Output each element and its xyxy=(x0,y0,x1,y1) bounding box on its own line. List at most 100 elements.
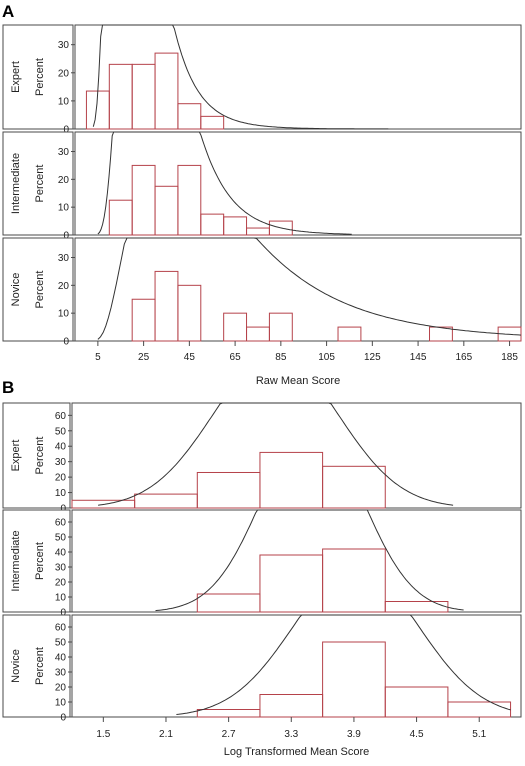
histogram-bar xyxy=(177,103,202,130)
y-tick-label: 50 xyxy=(55,638,67,649)
y-axis-label: Percent xyxy=(34,542,46,580)
x-tick-label: 105 xyxy=(318,352,335,363)
panel-a-label: A xyxy=(2,2,14,21)
panel-b-chart: Expert Percent 0 10 20 30 40 50 60 Intermediate Pe… xyxy=(2,402,522,758)
y-tick-label: 40 xyxy=(55,653,67,664)
histogram-bar xyxy=(154,185,179,236)
strip-box xyxy=(2,237,74,342)
histogram-bar xyxy=(246,326,270,342)
strip-label: Intermediate xyxy=(10,153,22,214)
histogram-bar xyxy=(384,686,449,718)
density-curve xyxy=(97,237,522,340)
histogram-bar xyxy=(322,465,386,509)
histogram-bar xyxy=(259,694,324,718)
x-tick-label: 125 xyxy=(364,352,381,363)
plot-frame xyxy=(74,237,522,342)
strip-label: Expert xyxy=(10,61,22,93)
x-tick-label: 45 xyxy=(184,352,196,363)
x-tick-label: 3.9 xyxy=(347,729,361,740)
x-tick-label: 25 xyxy=(138,352,150,363)
y-tick-label: 50 xyxy=(55,533,67,544)
plot-frame xyxy=(71,509,522,613)
histogram-bar xyxy=(177,284,202,342)
strip-box xyxy=(2,402,71,509)
y-tick-label: 20 xyxy=(58,68,70,79)
subplot-novice: Novice Percent 0 10 20 30 40 50 60 xyxy=(2,614,522,724)
y-tick-label: 40 xyxy=(55,442,67,453)
y-tick-label: 10 xyxy=(55,488,67,499)
y-tick-label: 0 xyxy=(63,337,69,348)
y-tick-label: 10 xyxy=(58,96,70,107)
density-curve xyxy=(176,614,511,715)
histogram-bar xyxy=(223,216,248,236)
histogram-bar xyxy=(384,601,449,613)
subplot-intermediate: Intermediate Percent 0 10 20 30 40 50 60 xyxy=(2,509,522,619)
y-tick-label: 10 xyxy=(55,698,67,709)
x-tick-label: 2.1 xyxy=(159,729,173,740)
y-axis-label: Percent xyxy=(34,437,46,475)
y-tick-label: 0 xyxy=(63,231,69,242)
x-tick-label: 185 xyxy=(501,352,518,363)
strip-box xyxy=(2,131,74,236)
x-tick-label: 5 xyxy=(95,352,101,363)
y-axis-label: Percent xyxy=(34,271,46,309)
y-tick-label: 20 xyxy=(58,281,70,292)
x-tick-label: 165 xyxy=(455,352,472,363)
histogram-bar xyxy=(134,493,198,509)
y-tick-label: 10 xyxy=(55,593,67,604)
density-curve xyxy=(97,131,352,235)
y-tick-label: 30 xyxy=(55,668,67,679)
y-tick-label: 60 xyxy=(55,518,67,529)
plot-frame xyxy=(74,131,522,236)
y-tick-label: 60 xyxy=(55,411,67,422)
plot-frame xyxy=(74,24,522,130)
histogram-bar xyxy=(154,52,179,130)
panel-a-chart: Expert Percent 0 10 20 30 Intermediate Percent 0… xyxy=(2,24,522,387)
subplot-expert: Expert Percent 0 10 20 30 xyxy=(2,24,522,136)
x-tick-label: 5.1 xyxy=(472,729,486,740)
histogram-bar xyxy=(322,548,386,613)
histogram-bar xyxy=(200,115,225,130)
y-axis-label: Percent xyxy=(34,647,46,685)
histogram-bar xyxy=(447,701,512,718)
histogram-bar xyxy=(200,213,225,236)
subplot-expert: Expert Percent 0 10 20 30 40 50 60 xyxy=(2,402,522,515)
x-axis-label: Raw Mean Score xyxy=(256,375,340,387)
plot-frame xyxy=(71,402,522,509)
subplot-intermediate: Intermediate Percent 0 10 20 30 xyxy=(2,131,522,242)
strip-label: Novice xyxy=(10,649,22,683)
y-tick-label: 0 xyxy=(60,713,66,724)
y-tick-label: 40 xyxy=(55,548,67,559)
y-tick-label: 10 xyxy=(58,203,70,214)
strip-box xyxy=(2,509,71,613)
y-tick-label: 20 xyxy=(55,473,67,484)
x-tick-label: 145 xyxy=(410,352,427,363)
y-tick-label: 20 xyxy=(55,578,67,589)
y-tick-label: 30 xyxy=(55,457,67,468)
density-curve xyxy=(98,402,454,506)
histogram-bar xyxy=(154,270,179,342)
histogram-bar xyxy=(108,199,133,236)
histogram-bar xyxy=(131,63,156,130)
strip-label: Expert xyxy=(10,440,22,472)
histogram-bar xyxy=(259,554,324,613)
x-axis-label: Log Transformed Mean Score xyxy=(224,746,370,758)
histogram-bar xyxy=(223,312,248,342)
x-tick-label: 65 xyxy=(230,352,242,363)
histogram-bar xyxy=(196,709,261,718)
y-axis-label: Percent xyxy=(34,58,46,96)
histogram-bar xyxy=(108,63,133,130)
strip-label: Novice xyxy=(10,273,22,307)
histogram-bar xyxy=(177,164,202,236)
x-tick-label: 3.3 xyxy=(284,729,298,740)
y-tick-label: 30 xyxy=(58,253,70,264)
histogram-bar xyxy=(322,641,386,718)
y-tick-label: 0 xyxy=(60,608,66,619)
y-tick-label: 30 xyxy=(55,563,67,574)
histogram-bar xyxy=(429,326,453,342)
histogram-bar xyxy=(131,164,156,236)
subplot-novice: Novice Percent 0 10 20 30 xyxy=(2,237,522,348)
histogram-bar xyxy=(268,220,293,236)
